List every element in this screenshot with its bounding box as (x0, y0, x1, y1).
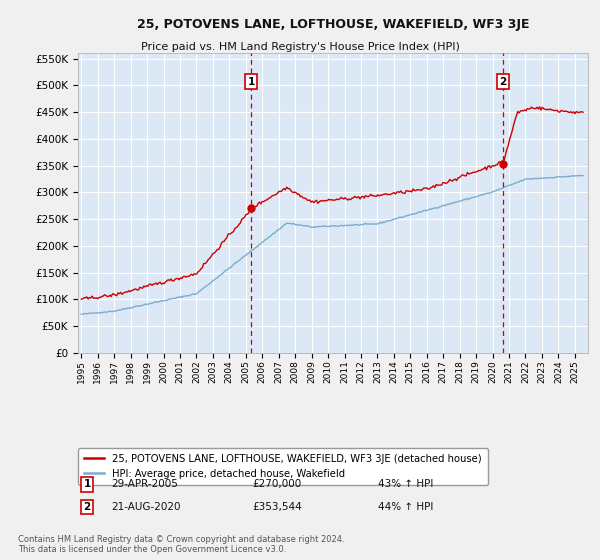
Text: Contains HM Land Registry data © Crown copyright and database right 2024.
This d: Contains HM Land Registry data © Crown c… (18, 535, 344, 554)
Text: 2: 2 (499, 77, 506, 87)
Text: Price paid vs. HM Land Registry's House Price Index (HPI): Price paid vs. HM Land Registry's House … (140, 42, 460, 52)
Text: 1: 1 (83, 479, 91, 489)
Title: 25, POTOVENS LANE, LOFTHOUSE, WAKEFIELD, WF3 3JE: 25, POTOVENS LANE, LOFTHOUSE, WAKEFIELD,… (137, 18, 529, 31)
Text: 21-AUG-2020: 21-AUG-2020 (111, 502, 181, 512)
Text: 43% ↑ HPI: 43% ↑ HPI (378, 479, 433, 489)
Text: £270,000: £270,000 (252, 479, 301, 489)
Legend: 25, POTOVENS LANE, LOFTHOUSE, WAKEFIELD, WF3 3JE (detached house), HPI: Average : 25, POTOVENS LANE, LOFTHOUSE, WAKEFIELD,… (78, 447, 488, 485)
Text: £353,544: £353,544 (252, 502, 302, 512)
Text: 2: 2 (83, 502, 91, 512)
Text: 44% ↑ HPI: 44% ↑ HPI (378, 502, 433, 512)
Text: 1: 1 (248, 77, 255, 87)
Text: 29-APR-2005: 29-APR-2005 (111, 479, 178, 489)
